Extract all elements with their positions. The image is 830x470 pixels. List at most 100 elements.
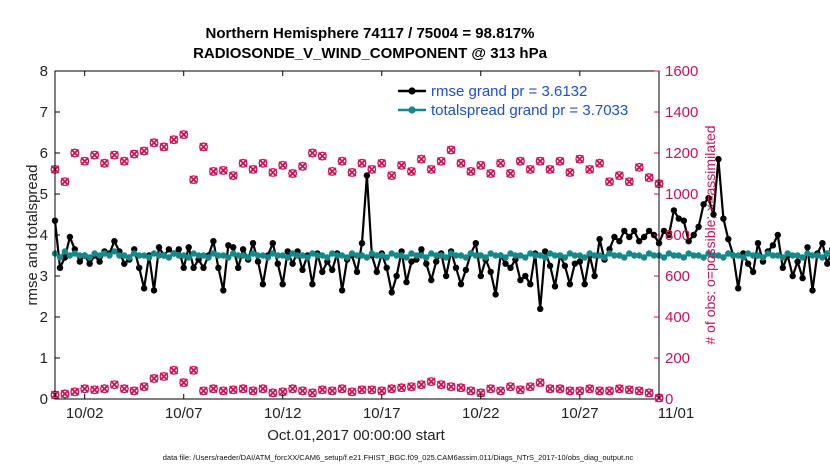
rmse-point-134 bbox=[715, 156, 722, 163]
totalspread-point-72 bbox=[408, 250, 415, 257]
totalspread-point-63 bbox=[363, 254, 371, 261]
obs-possible-upper-1 bbox=[60, 177, 70, 187]
totalspread-point-131 bbox=[700, 254, 707, 261]
obs-assimilated-lower-51 bbox=[555, 384, 565, 393]
obs-possible-upper-49 bbox=[535, 156, 545, 166]
totalspread-point-66 bbox=[378, 252, 385, 259]
rmse-point-40 bbox=[249, 240, 257, 247]
x-tick-label-2: 10/12 bbox=[264, 405, 302, 422]
totalspread-point-130 bbox=[695, 252, 702, 259]
obs-assimilated-upper-37 bbox=[417, 154, 426, 164]
obs-assimilated-upper-50 bbox=[545, 165, 555, 174]
obs-possible-upper-41 bbox=[456, 158, 466, 168]
rmse-point-107 bbox=[581, 281, 588, 288]
totalspread-point-102 bbox=[556, 252, 564, 259]
totalspread-point-20 bbox=[150, 250, 158, 257]
obs-assimilated-lower-32 bbox=[367, 385, 377, 395]
totalspread-point-153 bbox=[809, 252, 816, 259]
obs-possible-upper-36 bbox=[407, 166, 416, 176]
obs-possible-upper-48 bbox=[525, 164, 535, 174]
totalspread-point-26 bbox=[180, 252, 187, 259]
chart-title-line-2: RADIOSONDE_V_WIND_COMPONENT @ 313 hPa bbox=[193, 45, 548, 62]
obs-possible-upper-29 bbox=[337, 156, 347, 166]
rmse-point-62 bbox=[358, 240, 366, 247]
totalspread-point-81 bbox=[452, 252, 460, 259]
obs-possible-upper-34 bbox=[387, 171, 397, 180]
rmse-point-128 bbox=[685, 238, 692, 245]
totalspread-point-40 bbox=[249, 250, 257, 257]
rmse-point-116 bbox=[626, 233, 633, 241]
obs-assimilated-lower-17 bbox=[219, 386, 228, 396]
y-right-tick-label-5: 1000 bbox=[665, 186, 698, 203]
obs-possible-upper-25 bbox=[298, 161, 307, 171]
totalspread-point-37 bbox=[235, 252, 242, 259]
y-left-tick-label-5: 5 bbox=[40, 186, 48, 203]
legend-marker-rmse bbox=[408, 87, 416, 95]
obs-assimilated-upper-42 bbox=[466, 167, 476, 176]
rmse-point-77 bbox=[433, 258, 440, 265]
rmse-point-54 bbox=[319, 268, 326, 276]
totalspread-point-64 bbox=[368, 250, 376, 257]
totalspread-point-79 bbox=[442, 254, 450, 261]
obs-possible-lower-26 bbox=[307, 388, 317, 398]
obs-possible-upper-14 bbox=[189, 175, 199, 185]
obs-possible-lower-34 bbox=[387, 384, 397, 394]
x-tick-label-1: 10/07 bbox=[165, 405, 203, 422]
obs-assimilated-lower-42 bbox=[466, 386, 476, 396]
rmse-point-130 bbox=[695, 223, 702, 230]
y-left-tick-label-0: 0 bbox=[40, 391, 48, 408]
totalspread-point-18 bbox=[140, 252, 148, 259]
rmse-point-149 bbox=[789, 272, 796, 280]
rmse-point-123 bbox=[660, 227, 668, 235]
obs-assimilated-lower-50 bbox=[545, 384, 555, 393]
rmse-point-79 bbox=[442, 272, 450, 280]
obs-assimilated-upper-22 bbox=[268, 168, 278, 177]
rmse-point-133 bbox=[710, 211, 717, 218]
obs-possible-lower-40 bbox=[446, 382, 456, 392]
obs-assimilated-upper-41 bbox=[456, 159, 466, 168]
obs-assimilated-lower-7 bbox=[120, 384, 129, 393]
totalspread-point-148 bbox=[784, 250, 791, 257]
rmse-point-89 bbox=[492, 291, 499, 298]
totalspread-point-96 bbox=[527, 250, 534, 257]
obs-assimilated-upper-19 bbox=[238, 159, 248, 168]
rmse-point-119 bbox=[640, 233, 648, 241]
obs-assimilated-upper-21 bbox=[258, 159, 268, 168]
obs-assimilated-lower-41 bbox=[456, 383, 466, 392]
totalspread-point-52 bbox=[309, 250, 316, 257]
obs-possible-upper-37 bbox=[416, 154, 426, 164]
totalspread-point-77 bbox=[433, 252, 440, 259]
totalspread-point-80 bbox=[447, 250, 455, 257]
obs-possible-upper-21 bbox=[258, 158, 268, 168]
obs-assimilated-lower-35 bbox=[397, 383, 406, 392]
totalspread-point-120 bbox=[645, 250, 653, 257]
totalspread-point-141 bbox=[749, 252, 757, 259]
obs-assimilated-lower-5 bbox=[100, 384, 109, 393]
totalspread-point-42 bbox=[259, 252, 267, 259]
totalspread-point-109 bbox=[591, 252, 598, 259]
obs-possible-upper-47 bbox=[515, 156, 525, 166]
totalspread-point-142 bbox=[754, 252, 762, 259]
obs-possible-lower-55 bbox=[595, 386, 605, 396]
obs-assimilated-upper-48 bbox=[526, 165, 535, 174]
obs-possible-lower-48 bbox=[525, 382, 535, 392]
totalspread-point-106 bbox=[576, 252, 583, 259]
obs-assimilated-lower-3 bbox=[80, 384, 89, 393]
obs-assimilated-lower-26 bbox=[308, 388, 317, 398]
obs-assimilated-lower-24 bbox=[288, 384, 297, 393]
rmse-point-63 bbox=[363, 172, 371, 179]
obs-possible-lower-19 bbox=[238, 384, 248, 394]
y-right-tick-label-6: 1200 bbox=[665, 145, 698, 162]
obs-assimilated-upper-10 bbox=[149, 138, 159, 147]
obs-possible-lower-25 bbox=[298, 386, 307, 396]
obs-possible-lower-5 bbox=[100, 384, 109, 394]
rmse-point-45 bbox=[274, 260, 281, 267]
totalspread-point-140 bbox=[744, 250, 752, 257]
data-file-footnote: data file: /Users/raeder/DAI/ATM_forcXX/… bbox=[163, 453, 634, 462]
y-left-tick-label-2: 2 bbox=[40, 309, 48, 326]
totalspread-point-121 bbox=[650, 252, 658, 259]
obs-possible-lower-49 bbox=[535, 378, 545, 388]
obs-assimilated-lower-56 bbox=[605, 386, 614, 396]
obs-possible-upper-42 bbox=[466, 166, 476, 176]
obs-assimilated-upper-17 bbox=[219, 166, 228, 175]
